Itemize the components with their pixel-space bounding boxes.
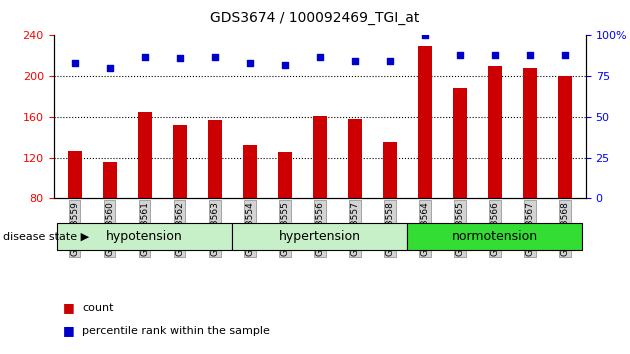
FancyBboxPatch shape [232, 223, 407, 250]
Bar [173, 125, 186, 280]
Bar [208, 120, 222, 280]
Point [385, 59, 395, 64]
Point [280, 62, 290, 68]
Text: ■: ■ [63, 325, 75, 337]
Bar [243, 145, 256, 280]
Text: hypertension: hypertension [278, 230, 361, 243]
Bar [348, 119, 362, 280]
Point [105, 65, 115, 71]
Bar [312, 116, 327, 280]
Text: count: count [82, 303, 113, 313]
Text: normotension: normotension [452, 230, 538, 243]
Point [420, 33, 430, 38]
Text: hypotension: hypotension [106, 230, 183, 243]
Text: disease state ▶: disease state ▶ [3, 232, 89, 241]
Bar [67, 152, 81, 280]
FancyBboxPatch shape [407, 223, 582, 250]
Text: percentile rank within the sample: percentile rank within the sample [82, 326, 270, 336]
Text: GDS3674 / 100092469_TGI_at: GDS3674 / 100092469_TGI_at [210, 11, 420, 25]
Point [525, 52, 535, 58]
Point [455, 52, 465, 58]
Point [560, 52, 570, 58]
Bar [137, 112, 152, 280]
Point [210, 54, 220, 59]
Point [69, 60, 79, 66]
Bar [488, 66, 502, 280]
Point [244, 60, 255, 66]
Text: ■: ■ [63, 302, 75, 314]
Point [315, 54, 325, 59]
Point [140, 54, 150, 59]
Bar [523, 68, 537, 280]
Bar [453, 88, 467, 280]
FancyBboxPatch shape [57, 223, 232, 250]
Bar [278, 153, 292, 280]
Bar [418, 46, 432, 280]
Point [490, 52, 500, 58]
Bar [383, 142, 397, 280]
Bar [103, 161, 117, 280]
Point [175, 55, 185, 61]
Bar [558, 76, 572, 280]
Point [350, 59, 360, 64]
